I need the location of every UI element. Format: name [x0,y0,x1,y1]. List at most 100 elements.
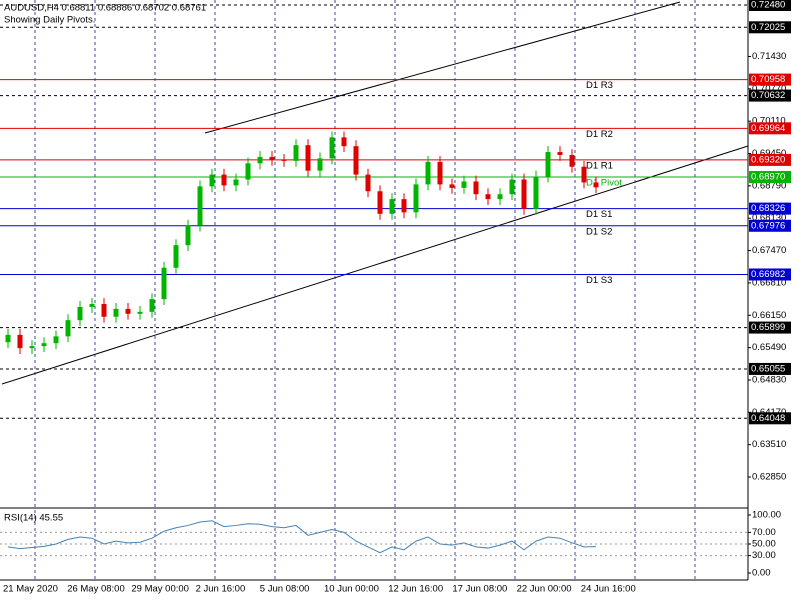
level-label: 0.72480 [751,0,785,11]
level-label: 0.65055 [751,363,785,374]
rsi-tick-label: 100.00 [752,510,781,521]
candle-body [41,343,47,347]
candle-body [269,156,275,160]
level-label-box [749,321,791,334]
y-tick-label: 0.64830 [752,374,786,385]
y-tick-label: 0.62850 [752,472,786,483]
candle-body [245,163,251,180]
candle-body [173,245,179,268]
candle-body [53,336,59,344]
pivot-label-box [749,219,791,232]
level-label: 0.72025 [751,22,785,33]
pivot-name: D1 S3 [586,275,612,286]
x-tick-label: 29 May 00:00 [131,584,189,595]
candle-body [461,181,467,188]
y-tick-label: 0.68130 [752,213,786,224]
y-tick-label: 0.66150 [752,310,786,321]
candle-body [569,154,575,167]
trend-line [204,1,681,134]
candle-body [557,152,563,155]
candle-body [545,152,551,177]
pivot-label: 0.68326 [751,203,785,214]
rsi-tick-label: 30.00 [752,550,776,561]
pivot-name: D1 Pivot [586,178,622,189]
rsi-tick-label: 0.00 [752,568,771,579]
y-tick-label: 0.67470 [752,245,786,256]
level-label-box [749,89,791,102]
pivot-label: 0.69964 [751,123,785,134]
candle-body [149,299,155,312]
candle-body [77,306,83,321]
chart-subtitle: Showing Daily Pivots. [4,15,95,26]
pivot-label: 0.66982 [751,269,785,280]
candle-body [497,194,503,200]
level-label-box [749,362,791,375]
candle-body [485,194,491,200]
x-tick-label: 5 Jun 08:00 [260,584,310,595]
candle-body [17,334,23,349]
candle-body [509,179,515,195]
candle-body [5,334,11,343]
y-tick-label: 0.65490 [752,342,786,353]
y-tick-label: 0.68790 [752,180,786,191]
level-label-box [749,21,791,34]
pivot-name: D1 R2 [586,129,613,140]
pivot-label-box [749,202,791,215]
rsi-title: RSI(14) 45.55 [4,513,63,524]
candle-body [197,186,203,226]
candle-body [305,145,311,171]
candle-body [329,137,335,159]
candle-body [221,174,227,186]
pivot-name: D1 S1 [586,209,612,220]
y-tick-label: 0.70110 [752,116,786,127]
pivot-label: 0.68970 [751,172,785,183]
candle-body [161,267,167,300]
candle-body [365,174,371,192]
pivot-label: 0.67976 [751,220,785,231]
pivot-label: 0.69320 [751,154,785,165]
y-tick-label: 0.66810 [752,277,786,288]
x-tick-label: 2 Jun 16:00 [196,584,246,595]
x-tick-label: 21 May 2020 [3,584,58,595]
pivot-label-box [749,73,791,86]
candle-body [581,166,587,183]
pivot-name: D1 R1 [586,160,613,171]
candle-body [377,191,383,214]
candle-body [341,137,347,147]
y-tick-label: 0.69450 [752,148,786,159]
candle-body [209,174,215,187]
level-label: 0.70632 [751,90,785,101]
candle-body [29,346,35,349]
x-tick-label: 24 Jun 16:00 [581,584,636,595]
pivot-label: 0.70958 [751,74,785,85]
rsi-line [7,520,597,554]
candle-body [293,145,299,161]
pivot-name: D1 S2 [586,226,612,237]
candle-body [125,308,131,314]
candle-body [65,320,71,337]
trend-line [1,145,749,385]
candle-body [593,182,599,188]
pivot-label-box [749,268,791,281]
level-label: 0.64048 [751,413,785,424]
rsi-tick-label: 50.00 [752,539,776,550]
y-tick-label: 0.63510 [752,439,786,450]
x-tick-label: 17 Jun 08:00 [452,584,507,595]
candle-body [233,179,239,186]
level-label-box [749,412,791,425]
candle-body [533,176,539,209]
candle-body [521,179,527,209]
x-tick-label: 26 May 08:00 [67,584,125,595]
candle-body [401,199,407,213]
chart-title: AUDUSD,H4 0.68811 0.68886 0.68702 0.6876… [4,3,206,14]
candle-body [137,311,143,314]
candle-body [101,303,107,317]
candle-body [389,199,395,214]
candle-body [317,158,323,171]
candle-body [353,146,359,175]
pivot-label-box [749,122,791,135]
candle-body [281,159,287,161]
candle-body [473,181,479,195]
